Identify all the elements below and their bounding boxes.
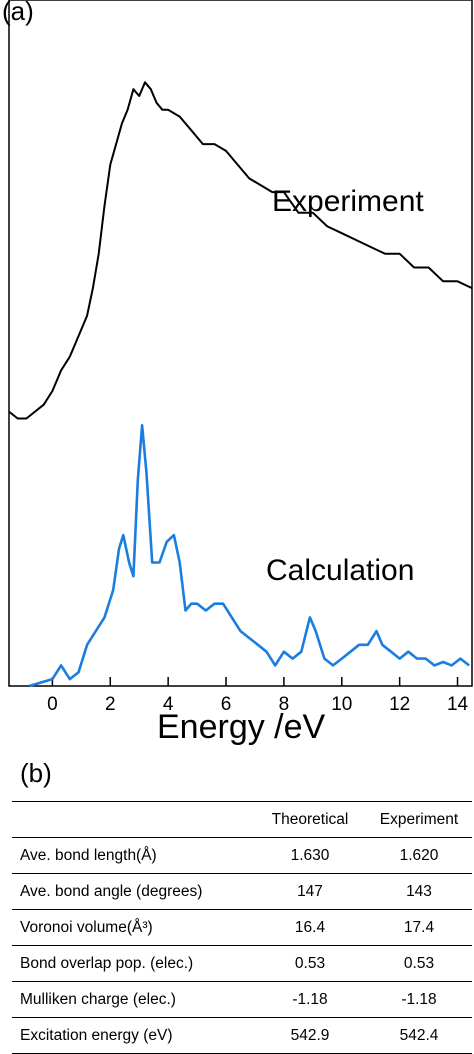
column-header: Theoretical — [254, 801, 366, 838]
row-label: Ave. bond length(Å) — [12, 837, 254, 874]
x-tick-label: 14 — [447, 694, 469, 715]
x-tick-label: 10 — [331, 694, 352, 715]
x-tick-label: 2 — [105, 694, 116, 715]
x-tick-label: 8 — [279, 694, 290, 715]
series-label-calculation: Calculation — [266, 554, 414, 587]
table-row: Voronoi volume(Å³) 16.4 17.4 — [12, 909, 472, 946]
row-label: Excitation energy (eV) — [12, 1017, 254, 1054]
row-label: Bond overlap pop. (elec.) — [12, 945, 254, 982]
spectra-chart: 0 2 4 6 8 10 12 14 Experiment Calculation Energ… — [8, 0, 473, 746]
calculation-line — [28, 423, 470, 688]
experiment-line — [8, 81, 473, 420]
table-row: Ave. bond angle (degrees) 147 143 — [12, 873, 472, 910]
theoretical-cell: 147 — [254, 873, 366, 910]
experiment-cell: 0.53 — [366, 945, 472, 982]
row-label: Mulliken charge (elec.) — [12, 981, 254, 1018]
panel-a-label: (a) — [2, 0, 34, 26]
theoretical-cell: -1.18 — [254, 981, 366, 1018]
theoretical-cell: 542.9 — [254, 1017, 366, 1054]
x-tick-label: 0 — [47, 694, 58, 715]
experiment-cell: 17.4 — [366, 909, 472, 946]
experiment-cell: 1.620 — [366, 837, 472, 874]
table-row: Excitation energy (eV) 542.9 542.4 — [12, 1017, 472, 1054]
column-header — [12, 801, 254, 838]
experiment-cell: 542.4 — [366, 1017, 472, 1054]
table-row: Mulliken charge (elec.) -1.18 -1.18 — [12, 981, 472, 1018]
table-row: Bond overlap pop. (elec.) 0.53 0.53 — [12, 945, 472, 982]
row-label: Ave. bond angle (degrees) — [12, 873, 254, 910]
row-label: Voronoi volume(Å³) — [12, 909, 254, 946]
x-ticks: 0 2 4 6 8 10 12 14 — [47, 677, 469, 715]
table-header-row: Theoretical Experiment — [12, 801, 472, 838]
series-label-experiment: Experiment — [272, 185, 424, 218]
table-row: Ave. bond length(Å) 1.630 1.620 — [12, 837, 472, 874]
theoretical-cell: 0.53 — [254, 945, 366, 982]
experiment-cell: 143 — [366, 873, 472, 910]
properties-table: Theoretical Experiment Ave. bond length(… — [12, 801, 472, 1054]
experiment-cell: -1.18 — [366, 981, 472, 1018]
series-lines — [8, 81, 473, 688]
x-tick-label: 12 — [389, 694, 410, 715]
x-tick-label: 4 — [163, 694, 174, 715]
theoretical-cell: 16.4 — [254, 909, 366, 946]
column-header: Experiment — [366, 801, 472, 838]
x-axis-title: Energy /eV — [157, 708, 326, 746]
x-tick-label: 6 — [221, 694, 232, 715]
plot-frame — [8, 0, 473, 687]
theoretical-cell: 1.630 — [254, 837, 366, 874]
panel-b-label: (b) — [20, 758, 52, 788]
